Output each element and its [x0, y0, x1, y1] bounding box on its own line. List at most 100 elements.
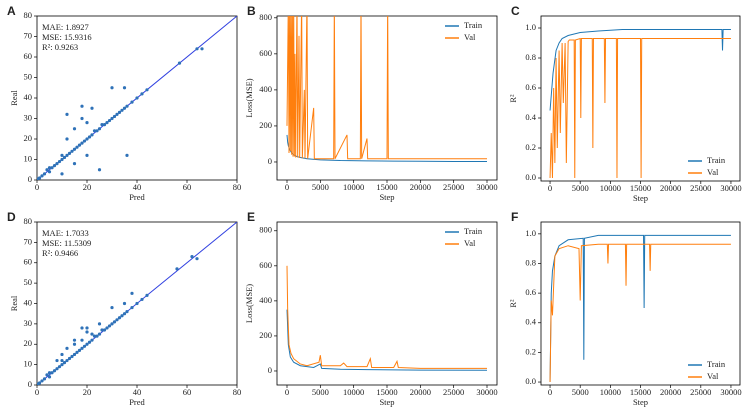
- point: [75, 145, 79, 149]
- point: [90, 133, 94, 137]
- point: [72, 352, 77, 357]
- y-tick-label: 20: [24, 133, 33, 143]
- point: [57, 365, 62, 369]
- point: [110, 322, 114, 326]
- y-tick-label: 0.0: [525, 376, 536, 386]
- point: [72, 162, 77, 166]
- x-axis-label: Pred: [129, 192, 145, 202]
- panel-label: D: [7, 210, 16, 224]
- point: [112, 114, 117, 119]
- point: [122, 86, 127, 90]
- point: [85, 121, 89, 125]
- point: [60, 363, 64, 367]
- point: [97, 332, 102, 336]
- y-tick-label: 70: [24, 236, 33, 246]
- y-tick-label: 0.0: [525, 172, 536, 182]
- point: [130, 100, 134, 104]
- point: [57, 159, 62, 164]
- x-axis-label: Step: [379, 397, 394, 407]
- point: [140, 92, 144, 96]
- y-tick-label: 60: [24, 51, 33, 61]
- y-tick-label: 0.6: [525, 82, 536, 92]
- point: [60, 352, 64, 357]
- x-tick-label: 0: [285, 387, 289, 397]
- point: [37, 381, 42, 385]
- point: [47, 371, 52, 375]
- legend-label: Train: [707, 155, 726, 165]
- x-axis-label: Step: [379, 192, 394, 202]
- point: [120, 314, 124, 318]
- point: [102, 328, 107, 332]
- x-tick-label: 20: [83, 182, 92, 192]
- point: [77, 348, 82, 352]
- point: [195, 47, 199, 51]
- point: [125, 153, 129, 157]
- point: [110, 305, 114, 310]
- legend-label: Train: [464, 226, 483, 236]
- point: [122, 312, 127, 316]
- point: [110, 86, 114, 90]
- point: [90, 338, 94, 342]
- x-tick-label: 0: [35, 182, 39, 192]
- point: [50, 166, 54, 170]
- y-tick-label: 0.2: [525, 142, 536, 152]
- y-axis-label: R²: [508, 94, 518, 103]
- point: [45, 168, 49, 172]
- point: [125, 310, 129, 314]
- y-tick-label: 400: [259, 84, 272, 94]
- point: [62, 360, 67, 365]
- series-line: [549, 29, 731, 111]
- y-tick-label: 10: [24, 153, 33, 163]
- point: [65, 358, 69, 363]
- point: [97, 168, 102, 172]
- point: [77, 143, 82, 147]
- y-tick-label: 50: [24, 277, 33, 287]
- point: [85, 326, 89, 330]
- point: [67, 151, 72, 155]
- x-tick-label: 30000: [476, 182, 497, 192]
- point: [50, 371, 54, 375]
- point: [42, 172, 47, 176]
- x-axis-label: Pred: [129, 397, 145, 407]
- x-tick-label: 15000: [630, 387, 651, 397]
- point: [65, 346, 69, 350]
- y-tick-label: 0: [268, 365, 272, 375]
- point: [122, 301, 127, 306]
- point: [117, 110, 122, 114]
- point: [92, 129, 97, 133]
- y-tick-label: 80: [24, 10, 33, 20]
- y-tick-label: 600: [259, 260, 272, 270]
- y-tick-label: 70: [24, 30, 33, 40]
- point: [87, 340, 92, 344]
- point: [95, 334, 99, 338]
- point: [200, 47, 204, 51]
- series-line: [549, 243, 731, 383]
- y-tick-label: 0: [28, 379, 32, 389]
- point: [62, 155, 67, 160]
- x-tick-label: 20000: [410, 182, 431, 192]
- x-tick-label: 0: [35, 387, 39, 397]
- y-tick-label: 50: [24, 71, 33, 81]
- point: [90, 106, 94, 110]
- legend-label: Val: [464, 32, 476, 42]
- point: [80, 346, 84, 350]
- y-tick-label: 60: [24, 257, 33, 267]
- y-tick-label: 80: [24, 216, 33, 226]
- point: [65, 112, 69, 116]
- point: [82, 344, 87, 348]
- point: [70, 354, 74, 359]
- y-tick-label: 0.2: [525, 346, 536, 356]
- x-tick-label: 10000: [600, 387, 621, 397]
- y-tick-label: 0: [28, 174, 32, 184]
- y-tick-label: 0.8: [525, 257, 536, 267]
- point: [92, 334, 97, 338]
- point: [85, 330, 89, 334]
- y-tick-label: 40: [24, 92, 33, 102]
- series-line: [286, 309, 488, 371]
- point: [107, 118, 112, 123]
- y-axis-label: Real: [9, 90, 19, 106]
- x-tick-label: 10000: [343, 182, 364, 192]
- x-axis-label: Step: [633, 193, 648, 203]
- point: [60, 153, 64, 157]
- point: [60, 157, 64, 162]
